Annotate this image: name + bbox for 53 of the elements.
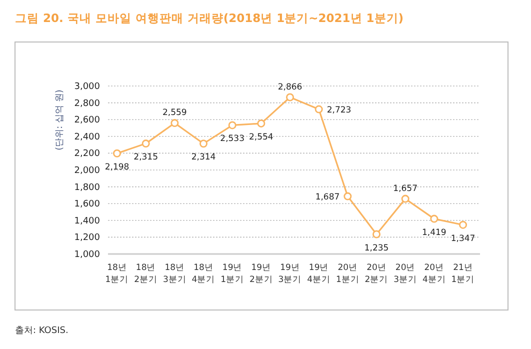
x-tick-label: 20년 2분기 bbox=[364, 263, 388, 285]
point bbox=[257, 119, 266, 128]
data-label: 2,554 bbox=[248, 132, 274, 142]
data-label: 1,347 bbox=[450, 234, 476, 244]
source-note: 출처: KOSIS. bbox=[15, 326, 68, 336]
x-tick-label: 20년 4분기 bbox=[422, 263, 446, 285]
data-label: 1,419 bbox=[422, 228, 446, 238]
y-tick-label: 1,000 bbox=[74, 250, 100, 260]
y-tick-label: 2,800 bbox=[74, 98, 100, 109]
y-tick-label: 1,200 bbox=[74, 233, 100, 244]
point bbox=[401, 194, 410, 203]
y-axis-title: (단위: 십억 원) bbox=[55, 90, 65, 150]
x-tick-label: 18년 1분기 bbox=[105, 263, 129, 285]
x-tick-label: 20년 1분기 bbox=[336, 263, 360, 285]
x-tick-label: 18년 2분기 bbox=[134, 263, 158, 285]
point bbox=[459, 220, 467, 229]
data-label: 2,866 bbox=[278, 82, 302, 92]
x-tick-label: 18년 3분기 bbox=[162, 263, 186, 285]
point bbox=[314, 105, 323, 114]
x-tick-label: 19년 2분기 bbox=[249, 263, 273, 285]
point bbox=[200, 140, 208, 148]
data-label: 2,198 bbox=[104, 162, 130, 172]
data-label: 1,235 bbox=[364, 243, 389, 254]
point bbox=[430, 214, 438, 223]
x-tick-label: 19년 4분기 bbox=[307, 263, 331, 285]
y-tick-label: 2,600 bbox=[74, 116, 100, 126]
y-tick-label: 2,400 bbox=[74, 132, 100, 142]
data-label: 2,533 bbox=[220, 134, 245, 144]
point bbox=[113, 149, 121, 158]
y-tick-label: 2,000 bbox=[74, 166, 100, 176]
point bbox=[142, 140, 150, 148]
chart-title: 그림 20. 국내 모바일 여행판매 거래량(2018년 1분기~2021년 1분기) bbox=[15, 11, 404, 25]
y-tick-label: 1,800 bbox=[74, 182, 100, 193]
point bbox=[170, 119, 179, 128]
point bbox=[286, 93, 294, 102]
point bbox=[344, 192, 352, 200]
x-tick-label: 19년 3분기 bbox=[278, 263, 302, 285]
x-tick-label: 19년 1분기 bbox=[220, 263, 244, 285]
point bbox=[228, 121, 236, 130]
y-tick-label: 1,400 bbox=[74, 216, 100, 226]
x-tick-label: 20년 3분기 bbox=[394, 263, 418, 285]
y-tick-label: 2,200 bbox=[74, 149, 100, 160]
data-label: 2,315 bbox=[134, 152, 158, 163]
data-label: 2,559 bbox=[162, 108, 187, 118]
point bbox=[372, 230, 380, 238]
y-tick-label: 3,000 bbox=[74, 82, 100, 92]
data-label: 2,314 bbox=[191, 152, 216, 163]
data-label: 1,657 bbox=[393, 184, 418, 194]
x-tick-label: 21년 1분기 bbox=[451, 263, 475, 285]
y-tick-label: 1,600 bbox=[74, 200, 100, 210]
x-tick-label: 18년 4분기 bbox=[192, 263, 216, 285]
data-label: 1,687 bbox=[315, 192, 340, 202]
data-label: 2,723 bbox=[326, 105, 352, 116]
